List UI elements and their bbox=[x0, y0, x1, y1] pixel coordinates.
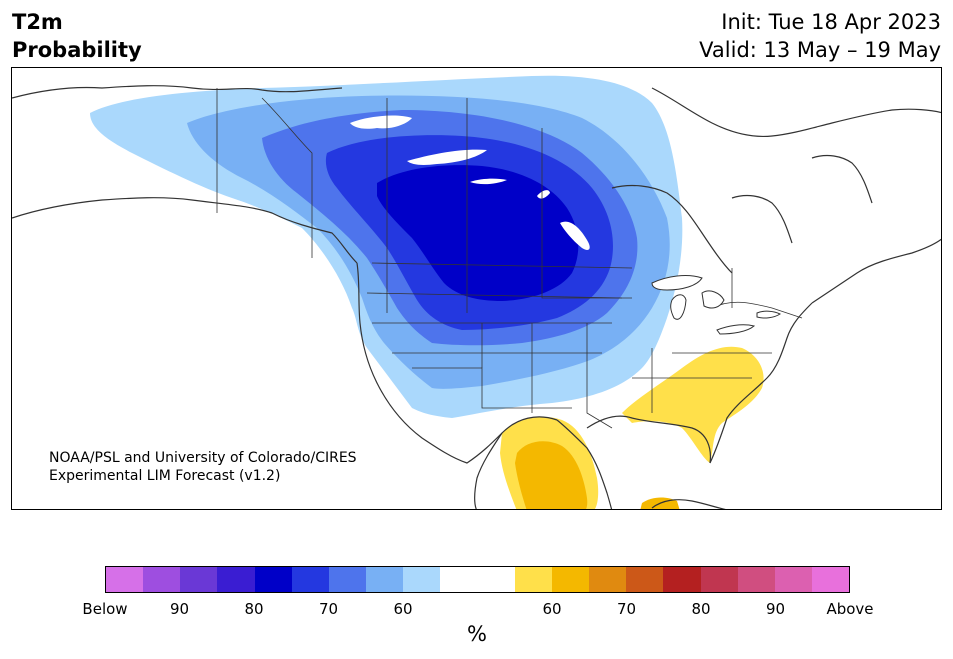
lake-reindeer bbox=[537, 190, 550, 199]
colorbar-swatch bbox=[143, 567, 181, 592]
colorbar-tick-label: 70 bbox=[616, 600, 637, 618]
title-line-1: T2m bbox=[12, 10, 63, 34]
colorbar-tick-label: 90 bbox=[765, 600, 786, 618]
great-lakes bbox=[651, 275, 781, 335]
colorbar-swatch bbox=[180, 567, 218, 592]
colorbar-swatch bbox=[440, 567, 478, 592]
region-darkblue bbox=[377, 165, 579, 301]
region-lightyellow-se bbox=[622, 346, 764, 463]
init-date: Init: Tue 18 Apr 2023 bbox=[721, 10, 941, 34]
lake-athabasca bbox=[470, 178, 507, 185]
colorbar-tick-label: Below bbox=[82, 600, 128, 618]
colorbar-swatch bbox=[254, 567, 292, 592]
colorbar-tick-label: Above bbox=[826, 600, 874, 618]
colorbar-tick-label: 60 bbox=[542, 600, 562, 618]
colorbar-tick-label: 80 bbox=[691, 600, 711, 618]
colorbar bbox=[105, 566, 850, 593]
colorbar-swatch bbox=[811, 567, 850, 592]
colorbar-swatch bbox=[477, 567, 515, 592]
colorbar-swatch bbox=[328, 567, 367, 592]
colorbar-swatch bbox=[551, 567, 590, 592]
credit-text: NOAA/PSL and University of Colorado/CIRE… bbox=[49, 449, 357, 485]
colorbar-tick-label: 60 bbox=[393, 600, 413, 618]
colorbar-tick-label: 70 bbox=[318, 600, 339, 618]
probability-map bbox=[12, 75, 941, 509]
credit-line-2: Experimental LIM Forecast (v1.2) bbox=[49, 468, 281, 484]
region-gold-mx bbox=[515, 441, 588, 509]
coastline-layer bbox=[12, 85, 941, 509]
credit-line-1: NOAA/PSL and University of Colorado/CIRE… bbox=[49, 450, 357, 466]
colorbar-swatch bbox=[737, 567, 775, 592]
forecast-dates: Init: Tue 18 Apr 2023 Valid: 13 May – 19… bbox=[699, 8, 941, 64]
colorbar-unit: % bbox=[467, 622, 487, 646]
colorbar-swatch bbox=[291, 567, 329, 592]
colorbar-swatch bbox=[366, 567, 404, 592]
colorbar-swatch bbox=[106, 567, 144, 592]
colorbar-swatch bbox=[514, 567, 552, 592]
colorbar-swatch bbox=[774, 567, 812, 592]
lake-winnipeg bbox=[560, 221, 590, 251]
colorbar-swatch bbox=[663, 567, 701, 592]
title-line-2: Probability bbox=[12, 38, 142, 62]
colorbar-swatch bbox=[626, 567, 664, 592]
colorbar-tick-label: 80 bbox=[244, 600, 264, 618]
colorbar-swatch bbox=[700, 567, 738, 592]
colorbar-tick-label: 90 bbox=[169, 600, 190, 618]
colorbar-swatch bbox=[217, 567, 255, 592]
lake-great-bear bbox=[350, 115, 412, 129]
colorbar-swatch bbox=[403, 567, 441, 592]
valid-range: Valid: 13 May – 19 May bbox=[699, 38, 941, 62]
colorbar-swatch bbox=[589, 567, 627, 592]
border-layer bbox=[216, 88, 803, 429]
map-panel bbox=[11, 67, 942, 510]
plot-title: T2m Probability bbox=[12, 8, 142, 64]
